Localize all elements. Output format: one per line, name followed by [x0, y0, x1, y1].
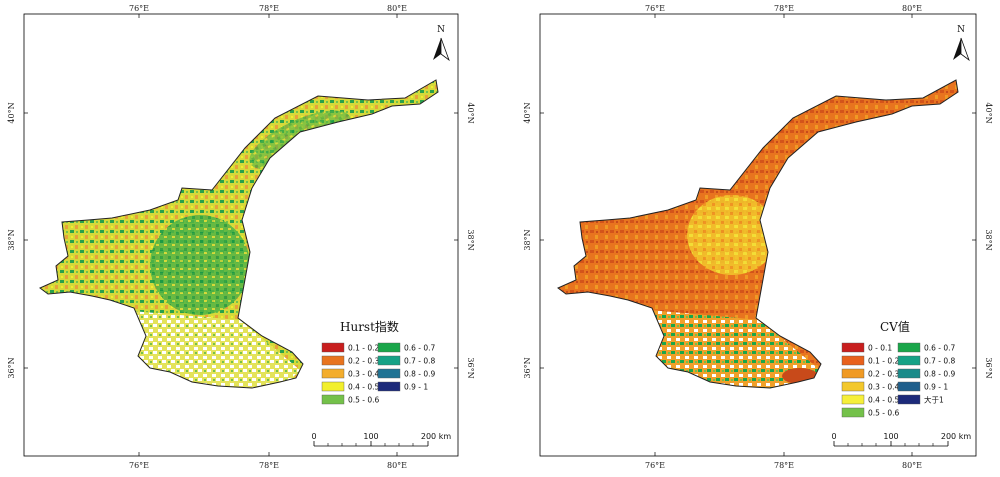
legend-label: 0.1 - 0.2	[348, 344, 380, 353]
legend-label: 0.2 - 0.3	[868, 370, 900, 379]
legend-label: 0.1 - 0.2	[868, 357, 900, 366]
graticule-ticks	[24, 14, 458, 456]
region-boundary	[39, 79, 439, 389]
legend-label: 0.5 - 0.6	[868, 409, 900, 418]
graticule-ticks	[540, 14, 976, 456]
lat-label-left-2: 38°N	[523, 229, 532, 250]
scale-label-100: 100	[883, 432, 898, 441]
lat-label-right-2: 38°N	[984, 229, 993, 250]
lat-label-left-1: 40°N	[523, 102, 532, 123]
hurst-legend: Hurst指数 0.1 - 0.2 0.2 - 0.3 0.3 - 0.4 0.4 -…	[321, 319, 436, 405]
lat-label-right-1: 40°N	[984, 102, 993, 123]
lon-label-top-3: 80°E	[902, 4, 922, 13]
lon-label-top-1: 76°E	[645, 4, 665, 13]
legend-title: Hurst指数	[340, 319, 399, 334]
lat-label-left-3: 36°N	[7, 357, 16, 378]
legend-swatch	[377, 342, 401, 353]
scale-label-200: 200 km	[421, 432, 451, 441]
legend-label: 0.7 - 0.8	[924, 357, 956, 366]
legend-swatch	[841, 381, 865, 392]
lon-label-bottom-2: 78°E	[259, 461, 279, 470]
svg-text:N: N	[437, 25, 445, 35]
legend-swatch	[897, 368, 921, 379]
cv-legend: CV值 0 - 0.1 0.1 - 0.2 0.2 - 0.3 0.3 - 0.4 0.…	[841, 319, 956, 418]
hurst-map-panel: 76°E 78°E 80°E 76°E 78°E 80°E 40°N 38°N …	[7, 4, 475, 470]
legend-swatch	[377, 381, 401, 392]
lon-label-top-2: 78°E	[259, 4, 279, 13]
north-arrow-icon: N	[953, 25, 970, 62]
legend-label: 0.2 - 0.3	[348, 357, 380, 366]
legend-swatch	[321, 368, 345, 379]
lat-label-right-3: 36°N	[984, 357, 993, 378]
legend-swatch	[897, 342, 921, 353]
scale-label-0: 0	[311, 432, 316, 441]
legend-swatch	[897, 355, 921, 366]
legend-label: 0.5 - 0.6	[348, 396, 380, 405]
legend-label: 0.8 - 0.9	[404, 370, 436, 379]
legend-swatch	[841, 394, 865, 405]
scale-bar: 0 100 200 km	[831, 432, 971, 447]
legend-swatch	[377, 368, 401, 379]
legend-label: 0.3 - 0.4	[868, 383, 900, 392]
hurst-map: 76°E 78°E 80°E 76°E 78°E 80°E 40°N 38°N …	[7, 4, 475, 470]
legend-swatch	[321, 355, 345, 366]
scale-bar: 0 100 200 km	[311, 432, 451, 447]
legend-swatch	[321, 381, 345, 392]
lon-label-bottom-1: 76°E	[129, 461, 149, 470]
legend-label: 0.6 - 0.7	[404, 344, 436, 353]
lat-label-left-3: 36°N	[523, 357, 532, 378]
legend-swatch	[321, 342, 345, 353]
lat-label-right-3: 36°N	[466, 357, 475, 378]
lon-label-bottom-3: 80°E	[387, 461, 407, 470]
legend-label: 0.6 - 0.7	[924, 344, 956, 353]
legend-swatch	[841, 368, 865, 379]
cv-map: 76°E 78°E 80°E 76°E 78°E 80°E 40°N 38°N …	[523, 4, 993, 470]
legend-swatch	[897, 381, 921, 392]
lon-label-bottom-3: 80°E	[902, 461, 922, 470]
legend-label: 0.9 - 1	[404, 383, 428, 392]
legend-label: 0 - 0.1	[868, 344, 892, 353]
legend-label: 大于1	[924, 395, 944, 405]
legend-swatch	[321, 394, 345, 405]
legend-label: 0.4 - 0.5	[348, 383, 380, 392]
legend-label: 0.3 - 0.4	[348, 370, 380, 379]
svg-text:N: N	[957, 25, 965, 35]
lat-label-right-1: 40°N	[466, 102, 475, 123]
legend-swatch	[841, 407, 865, 418]
lon-label-bottom-2: 78°E	[774, 461, 794, 470]
legend-label: 0.7 - 0.8	[404, 357, 436, 366]
lon-label-top-1: 76°E	[129, 4, 149, 13]
region-boundary	[557, 79, 959, 389]
lon-label-bottom-1: 76°E	[645, 461, 665, 470]
lon-label-top-3: 80°E	[387, 4, 407, 13]
legend-swatch	[841, 355, 865, 366]
lat-label-right-2: 38°N	[466, 229, 475, 250]
lat-label-left-1: 40°N	[7, 102, 16, 123]
legend-swatch	[841, 342, 865, 353]
lat-label-left-2: 38°N	[7, 229, 16, 250]
legend-label: 0.9 - 1	[924, 383, 948, 392]
legend-swatch	[897, 394, 921, 405]
scale-label-200: 200 km	[941, 432, 971, 441]
legend-swatch	[377, 355, 401, 366]
cv-map-panel: 76°E 78°E 80°E 76°E 78°E 80°E 40°N 38°N …	[500, 0, 1000, 477]
scale-label-100: 100	[363, 432, 378, 441]
legend-title: CV值	[880, 319, 910, 334]
lon-label-top-2: 78°E	[774, 4, 794, 13]
scale-label-0: 0	[831, 432, 836, 441]
legend-label: 0.8 - 0.9	[924, 370, 956, 379]
north-arrow-icon: N	[433, 25, 450, 62]
legend-label: 0.4 - 0.5	[868, 396, 900, 405]
